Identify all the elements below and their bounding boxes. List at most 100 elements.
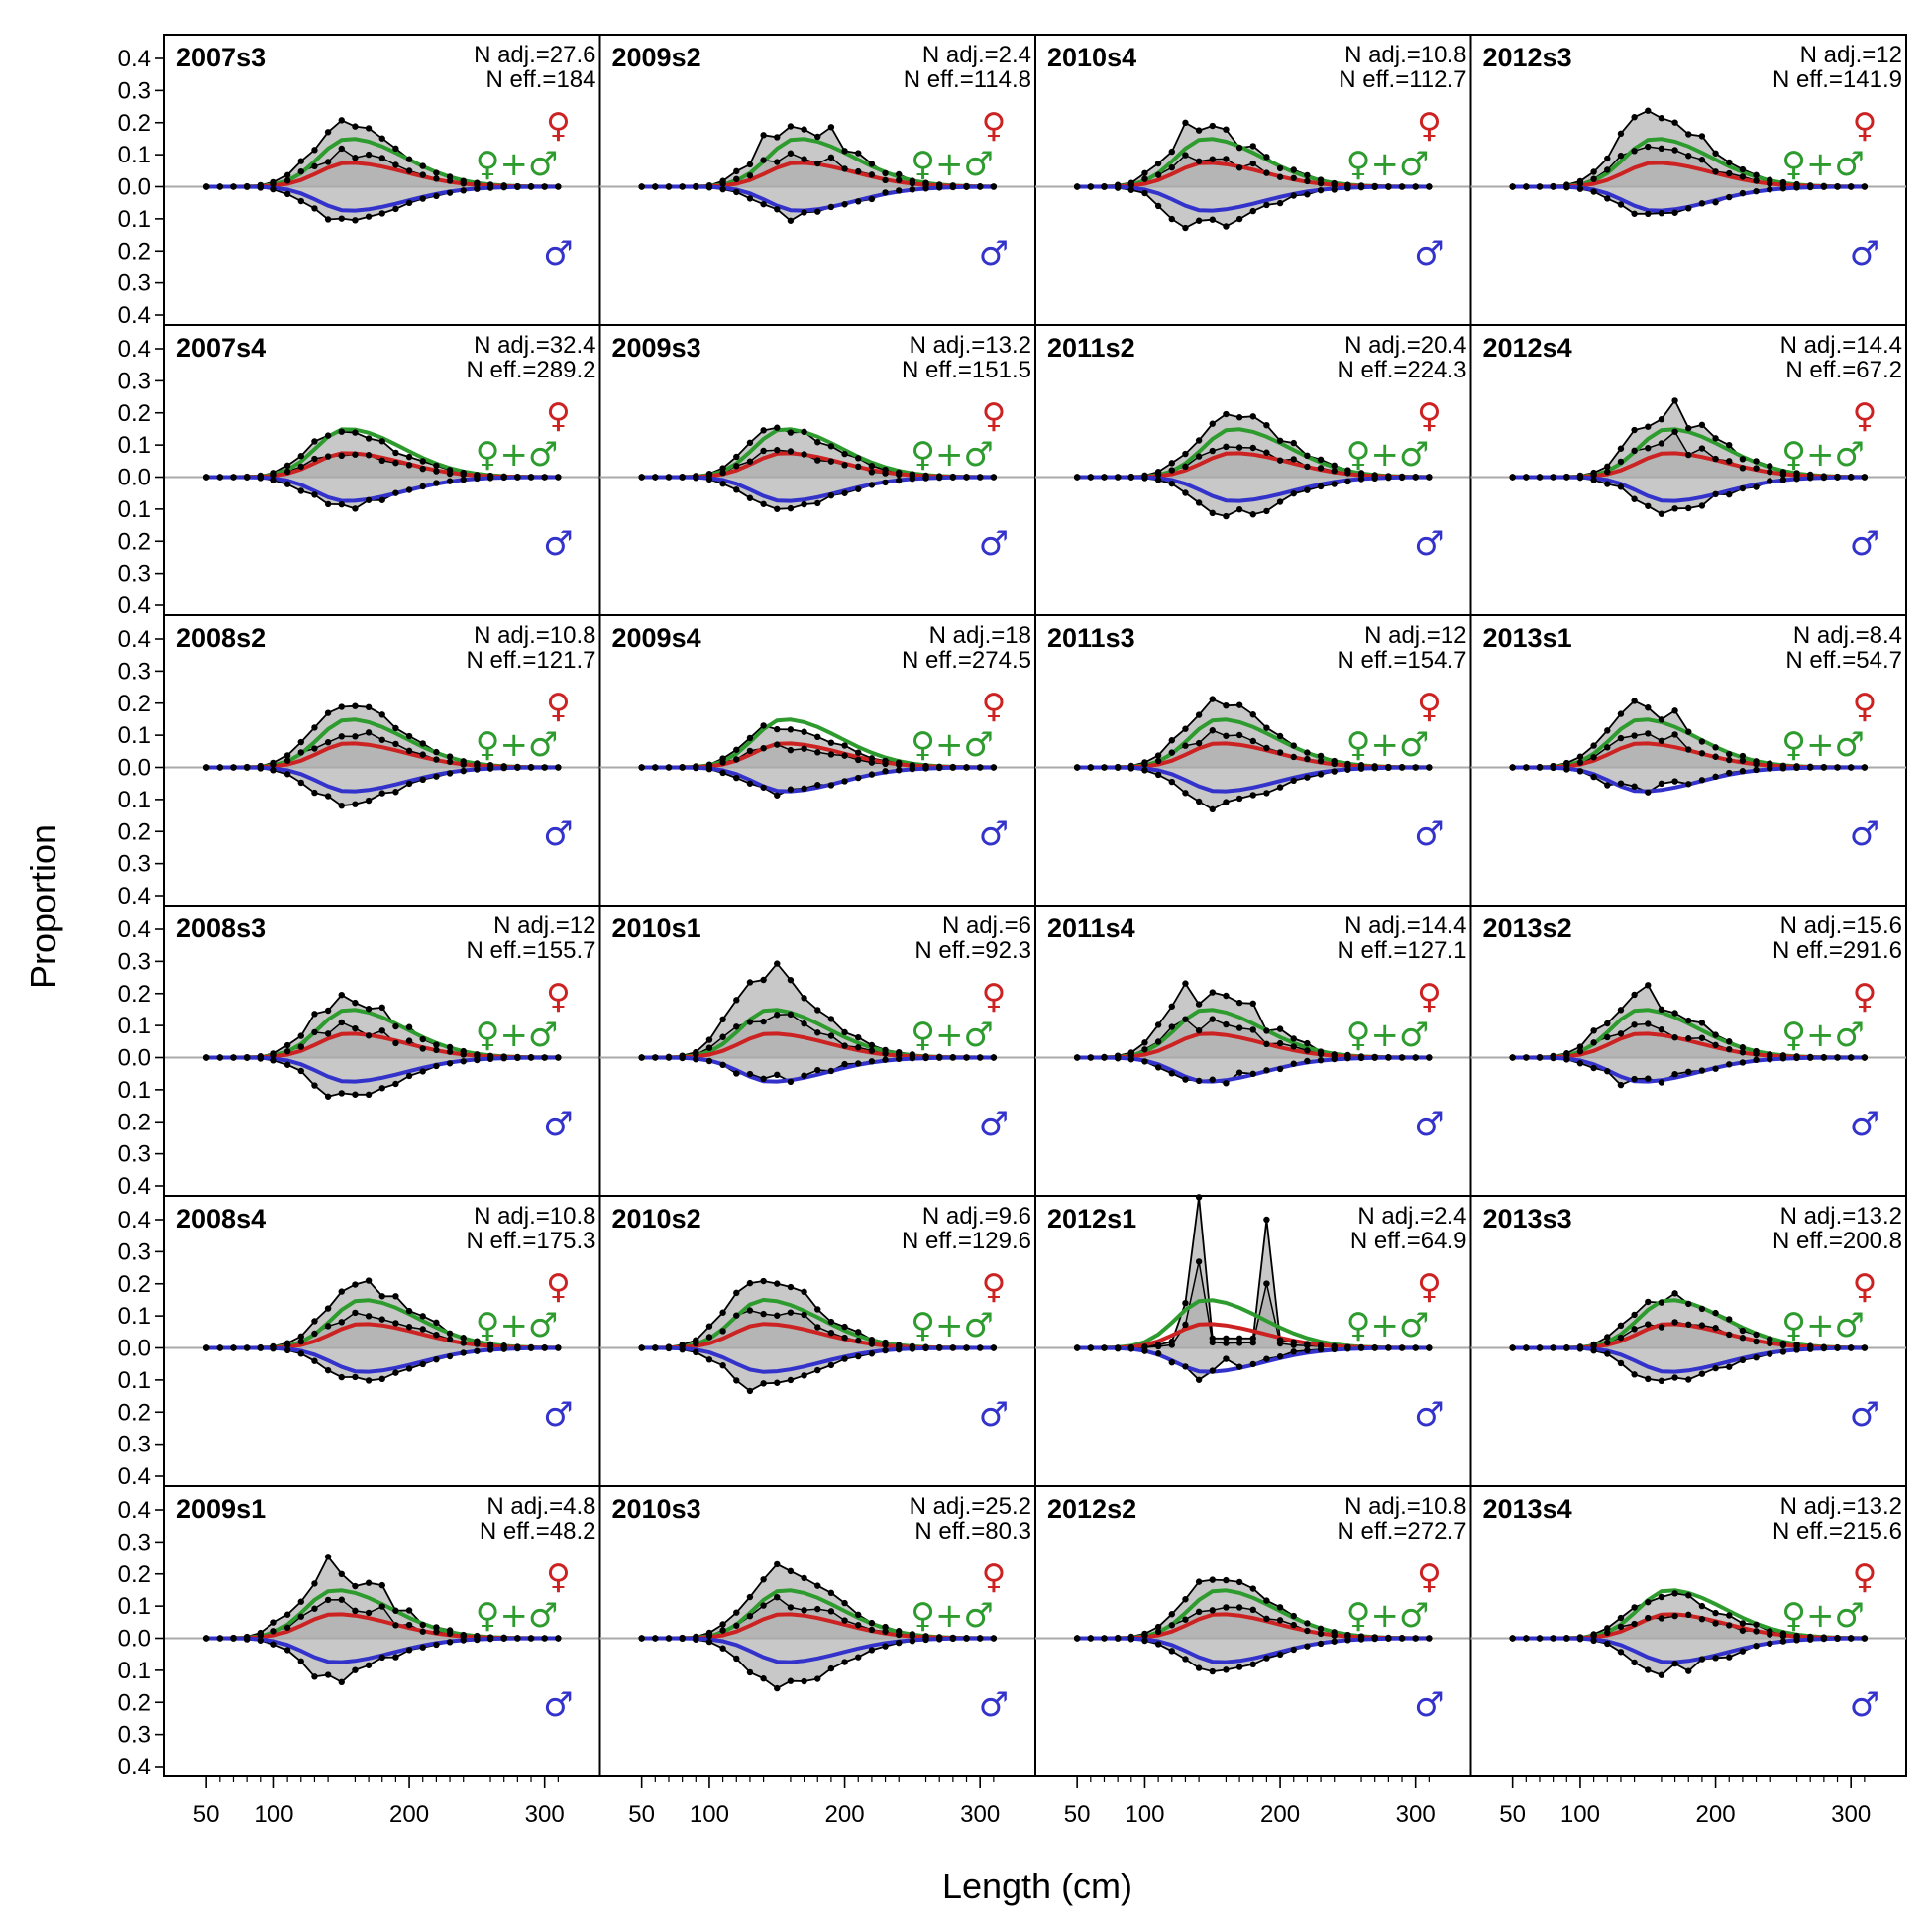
observed-point	[1249, 1606, 1256, 1614]
observed-point	[1604, 468, 1611, 476]
observed-point	[733, 486, 740, 493]
observed-point	[270, 1628, 277, 1635]
observed-point	[1509, 764, 1516, 771]
observed-point	[1631, 732, 1638, 739]
observed-point	[419, 1628, 426, 1635]
observed-point	[1398, 1054, 1406, 1061]
observed-point	[311, 1318, 318, 1325]
combined-sex-symbol-icon: ♀+♂	[911, 725, 994, 765]
y-tick-label: 0.2	[118, 110, 151, 137]
observed-point	[1127, 1056, 1134, 1063]
observed-combined-area	[641, 1563, 994, 1639]
observed-point	[311, 1028, 318, 1036]
observed-point	[283, 190, 291, 198]
observed-point	[500, 183, 507, 191]
observed-point	[446, 770, 454, 777]
observed-point	[719, 769, 726, 777]
female-symbol-icon: ♀	[546, 396, 571, 436]
y-tick-label: 0.2	[118, 1399, 151, 1426]
observed-point	[693, 1636, 699, 1643]
observed-point	[1590, 1637, 1597, 1645]
observed-point	[433, 169, 440, 176]
observed-point	[216, 474, 224, 481]
y-tick-label: 0.3	[118, 1529, 151, 1556]
observed-point	[827, 739, 835, 746]
observed-point	[1398, 1635, 1406, 1642]
observed-point	[1168, 215, 1175, 223]
observed-point	[801, 1288, 807, 1296]
observed-point	[733, 1622, 740, 1629]
observed-point	[378, 1085, 385, 1092]
observed-point	[705, 1057, 713, 1065]
observed-point	[1385, 1635, 1392, 1642]
observed-point	[1834, 474, 1841, 481]
y-tick-label: 0.1	[118, 1658, 151, 1684]
observed-point	[1739, 1335, 1747, 1342]
observed-point	[365, 1377, 373, 1384]
observed-point	[1263, 507, 1270, 515]
observed-point	[1576, 185, 1584, 192]
observed-point	[733, 746, 740, 753]
observed-point	[638, 764, 645, 771]
observed-point	[1685, 781, 1692, 788]
observed-point	[827, 491, 835, 499]
observed-point	[679, 1054, 686, 1062]
observed-point	[1604, 727, 1611, 734]
observed-point	[1263, 421, 1270, 429]
observed-point	[365, 729, 373, 736]
observed-point	[1168, 1003, 1175, 1010]
observed-point	[1631, 148, 1638, 155]
observed-point	[1767, 1640, 1773, 1648]
observed-point	[855, 1060, 862, 1067]
observed-point	[1141, 475, 1148, 482]
observed-point	[1290, 1612, 1297, 1620]
panel-title: 2013s3	[1483, 1204, 1572, 1234]
observed-point	[392, 459, 399, 467]
observed-point	[1617, 1649, 1625, 1656]
observed-point	[1617, 710, 1625, 717]
observed-point	[1195, 217, 1203, 224]
observed-point	[1304, 1346, 1311, 1354]
observed-point	[814, 1066, 821, 1074]
observed-point	[1631, 991, 1638, 999]
observed-point	[283, 177, 291, 184]
observed-point	[1263, 744, 1270, 752]
observed-point	[990, 764, 998, 771]
observed-point	[693, 475, 699, 482]
x-tick-label: 300	[1396, 1801, 1436, 1828]
panel-title: 2009s3	[612, 333, 701, 363]
observed-point	[1793, 764, 1800, 772]
observed-point	[1712, 150, 1719, 157]
observed-point	[774, 134, 781, 141]
observed-point	[1412, 1635, 1419, 1642]
observed-point	[1779, 1633, 1787, 1640]
panel-n-eff: N eff.=54.7	[1785, 647, 1902, 674]
y-tick-label: 0.4	[118, 1207, 151, 1234]
observed-point	[1209, 727, 1216, 734]
observed-point	[855, 150, 862, 157]
observed-point	[500, 764, 507, 772]
observed-point	[1114, 1345, 1122, 1352]
observed-point	[405, 1647, 413, 1654]
fitted-male-line	[1077, 184, 1430, 213]
observed-point	[352, 1024, 359, 1032]
observed-point	[841, 462, 848, 469]
observed-point	[1739, 1044, 1747, 1051]
observed-point	[1235, 1604, 1243, 1611]
observed-point	[1290, 1348, 1297, 1355]
female-symbol-icon: ♀	[1417, 1267, 1442, 1307]
observed-point	[665, 1635, 673, 1642]
y-tick-label: 0.3	[118, 851, 151, 878]
observed-point	[1767, 180, 1773, 187]
observed-point	[1631, 1371, 1638, 1378]
female-symbol-icon: ♀	[1853, 1267, 1878, 1307]
male-symbol-icon: ♂	[1414, 524, 1444, 564]
observed-point	[882, 1346, 889, 1354]
y-tick-label: 0.4	[118, 883, 151, 910]
observed-point	[1645, 1020, 1652, 1027]
observed-point	[882, 1643, 889, 1650]
observed-point	[1249, 1070, 1256, 1078]
observed-point	[1807, 183, 1814, 191]
observed-point	[1290, 456, 1297, 463]
female-symbol-icon: ♀	[1853, 977, 1878, 1017]
